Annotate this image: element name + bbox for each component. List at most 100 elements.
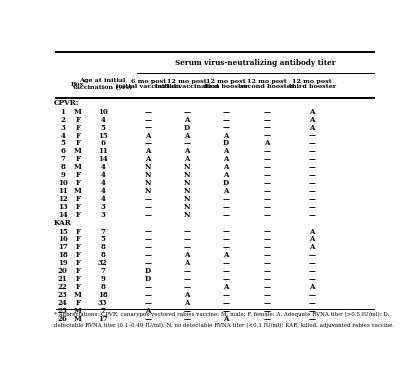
Text: A: A	[223, 251, 229, 259]
Text: —: —	[263, 291, 270, 299]
Text: —: —	[184, 228, 191, 235]
Text: 15: 15	[58, 228, 67, 235]
Text: M: M	[74, 307, 82, 315]
Text: 10: 10	[98, 108, 108, 115]
Text: A: A	[223, 315, 229, 323]
Text: 5: 5	[100, 124, 105, 132]
Text: —: —	[145, 299, 152, 307]
Text: —: —	[263, 244, 270, 251]
Text: F: F	[75, 283, 80, 291]
Text: —: —	[145, 235, 152, 244]
Text: 16: 16	[58, 235, 68, 244]
Text: —: —	[309, 187, 316, 195]
Text: —: —	[145, 251, 152, 259]
Text: —: —	[145, 195, 152, 203]
Text: 22: 22	[58, 283, 67, 291]
Text: 4: 4	[100, 171, 105, 179]
Text: N: N	[145, 163, 151, 171]
Text: N: N	[184, 203, 190, 211]
Text: 3: 3	[60, 124, 65, 132]
Text: —: —	[145, 283, 152, 291]
Text: —: —	[309, 275, 316, 283]
Text: —: —	[309, 139, 316, 148]
Text: —: —	[263, 124, 270, 132]
Text: —: —	[145, 115, 152, 124]
Text: F: F	[75, 211, 80, 219]
Text: —: —	[184, 108, 191, 115]
Text: F: F	[75, 139, 80, 148]
Text: —: —	[309, 203, 316, 211]
Text: A: A	[184, 115, 190, 124]
Text: 32: 32	[98, 259, 108, 268]
Text: A: A	[223, 155, 229, 163]
Text: —: —	[145, 108, 152, 115]
Text: —: —	[222, 115, 230, 124]
Text: N: N	[145, 179, 151, 187]
Text: F: F	[75, 275, 80, 283]
Text: N: N	[184, 211, 190, 219]
Text: A: A	[145, 131, 151, 139]
Text: A: A	[184, 291, 190, 299]
Text: 24: 24	[58, 299, 67, 307]
Text: 8: 8	[100, 244, 105, 251]
Text: A: A	[184, 259, 190, 268]
Text: 13: 13	[58, 203, 67, 211]
Text: M: M	[74, 108, 82, 115]
Text: M: M	[74, 315, 82, 323]
Text: —: —	[184, 315, 191, 323]
Text: 7: 7	[60, 155, 65, 163]
Text: —: —	[309, 179, 316, 187]
Text: * Abbreviations: CPVR, canarypox-vectored rabies vaccine; M, male; F, female; A,: * Abbreviations: CPVR, canarypox-vectore…	[54, 311, 389, 317]
Text: —: —	[184, 283, 191, 291]
Text: M: M	[74, 291, 82, 299]
Text: 8: 8	[100, 251, 105, 259]
Text: A: A	[223, 148, 229, 155]
Text: N: N	[184, 163, 190, 171]
Text: A: A	[310, 115, 315, 124]
Text: 4: 4	[60, 131, 65, 139]
Text: 14: 14	[98, 155, 108, 163]
Text: F: F	[75, 195, 80, 203]
Text: N: N	[184, 187, 190, 195]
Text: F: F	[75, 203, 80, 211]
Text: D: D	[184, 124, 190, 132]
Text: —: —	[184, 275, 191, 283]
Text: F: F	[75, 299, 80, 307]
Text: —: —	[145, 244, 152, 251]
Text: —: —	[309, 251, 316, 259]
Text: 17: 17	[98, 315, 108, 323]
Text: —: —	[222, 267, 230, 275]
Text: M: M	[74, 187, 82, 195]
Text: —: —	[263, 108, 270, 115]
Text: 12 mo post
first booster: 12 mo post first booster	[204, 79, 248, 89]
Text: 8: 8	[100, 283, 105, 291]
Text: —: —	[184, 307, 191, 315]
Text: —: —	[263, 148, 270, 155]
Text: N: N	[184, 179, 190, 187]
Text: —: —	[145, 139, 152, 148]
Text: —: —	[222, 228, 230, 235]
Text: —: —	[263, 115, 270, 124]
Text: —: —	[309, 171, 316, 179]
Text: —: —	[222, 259, 230, 268]
Text: 8: 8	[60, 163, 65, 171]
Text: A: A	[184, 155, 190, 163]
Text: —: —	[222, 235, 230, 244]
Text: 33: 33	[98, 299, 107, 307]
Text: —: —	[263, 283, 270, 291]
Text: 4: 4	[100, 163, 105, 171]
Text: 11: 11	[58, 187, 67, 195]
Text: 7: 7	[100, 267, 105, 275]
Text: —: —	[263, 267, 270, 275]
Text: 5: 5	[60, 139, 65, 148]
Text: —: —	[263, 155, 270, 163]
Text: 23: 23	[58, 291, 67, 299]
Text: 17: 17	[58, 244, 67, 251]
Text: A: A	[223, 131, 229, 139]
Text: —: —	[263, 315, 270, 323]
Text: A: A	[310, 235, 315, 244]
Text: —: —	[222, 275, 230, 283]
Text: Age at initial
vaccination (yrs): Age at initial vaccination (yrs)	[72, 79, 133, 90]
Text: —: —	[309, 291, 316, 299]
Text: 4: 4	[100, 187, 105, 195]
